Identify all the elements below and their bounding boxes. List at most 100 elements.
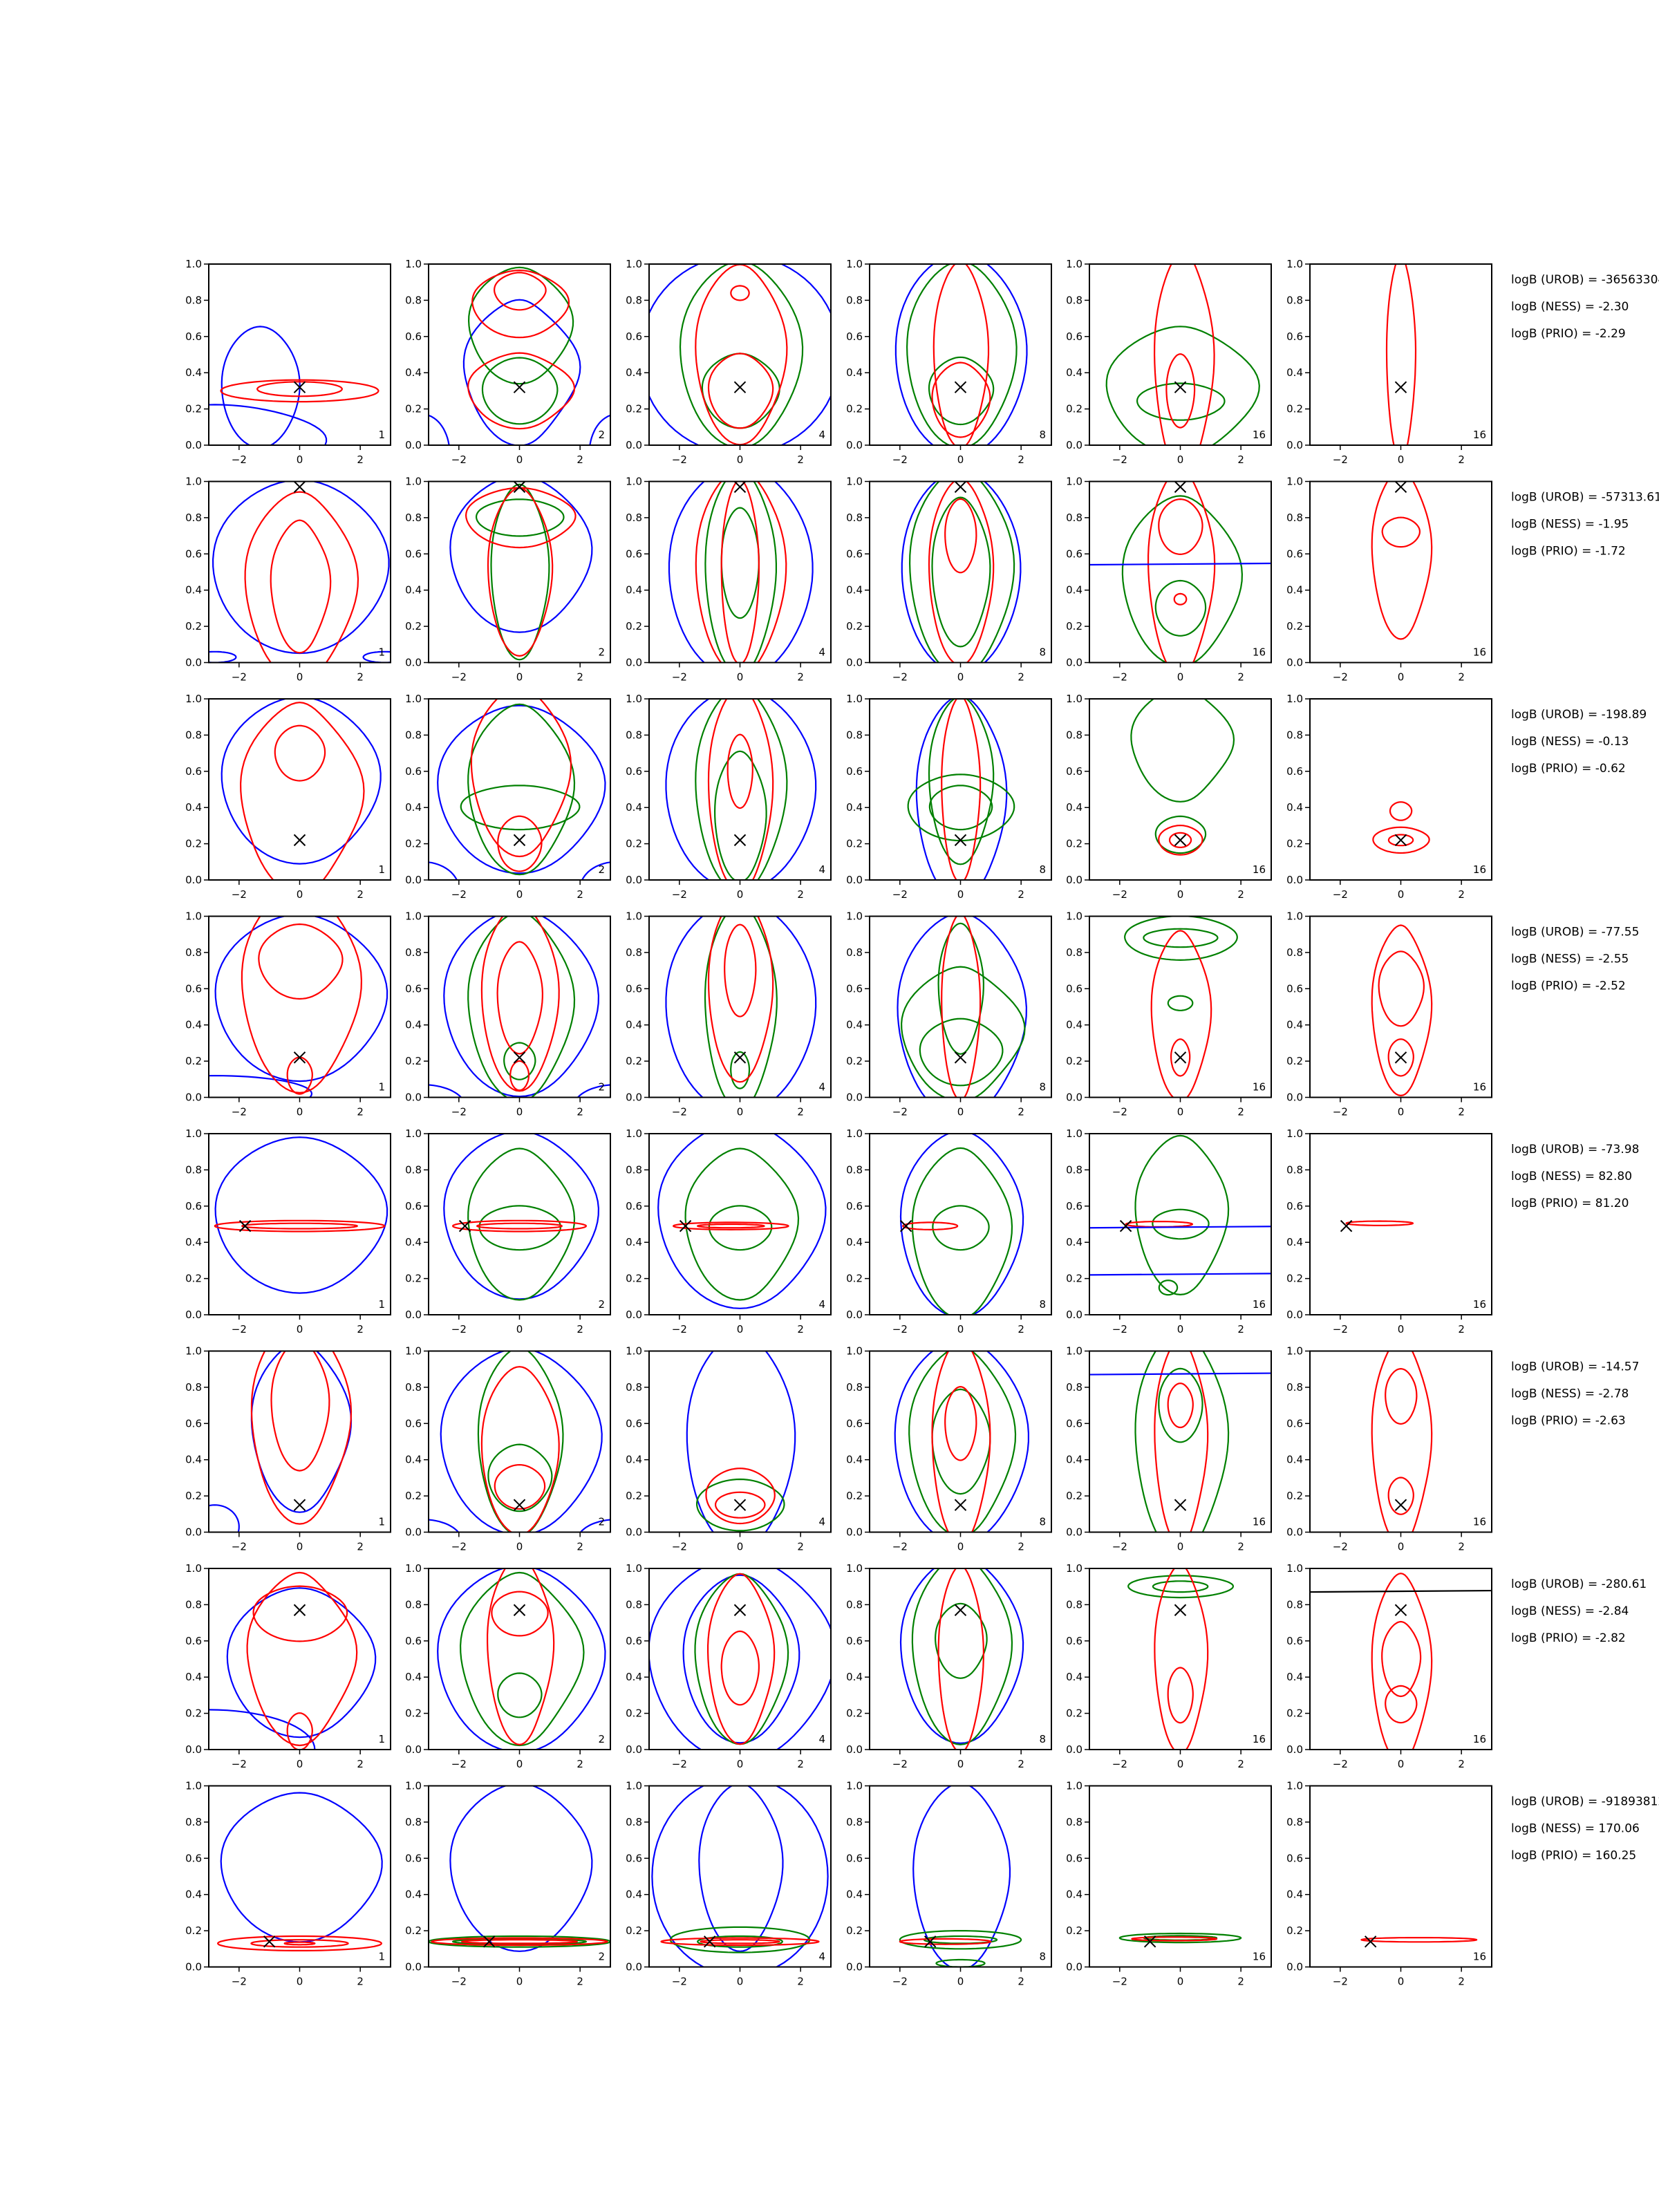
panel-corner-label: 1 <box>378 429 385 441</box>
green-contour-1 <box>1127 1575 1234 1599</box>
panel-frame <box>869 1350 1052 1533</box>
y-tick-label: 1.0 <box>405 693 422 705</box>
red-contour-3 <box>1387 834 1414 847</box>
red-contour-2 <box>1378 950 1425 1027</box>
y-tick-label: 0.6 <box>185 765 202 778</box>
y-tick-label: 0.0 <box>1066 657 1082 669</box>
x-tick-label: 0 <box>1177 1758 1184 1770</box>
y-tick-label: 0.0 <box>846 1961 863 1974</box>
blue-contour-2 <box>698 1785 784 1952</box>
red-contour-4 <box>707 916 774 1083</box>
y-tick-label: 0.2 <box>626 1707 642 1720</box>
y-tick-label: 0.2 <box>1066 838 1082 850</box>
y-tick-label: 0.0 <box>185 1309 202 1321</box>
plot-area <box>1105 264 1260 445</box>
plot-area <box>1360 1936 1478 1948</box>
y-tick-label: 0.4 <box>846 366 863 379</box>
plot-area <box>209 481 391 663</box>
x-tick-label: −2 <box>1112 453 1127 466</box>
y-tick-label: 0.6 <box>846 1635 863 1647</box>
x-tick-label: −2 <box>451 1323 467 1335</box>
x-tick-label: 0 <box>1398 888 1405 901</box>
true-value-marker <box>733 1604 747 1616</box>
y-tick-label: 0.4 <box>185 584 202 597</box>
x-tick-label: 2 <box>797 1106 804 1118</box>
y-tick-label: 0.6 <box>1066 547 1082 560</box>
x-tick-label: 2 <box>1237 888 1244 901</box>
plot-area <box>899 1568 1024 1750</box>
plot-area <box>1310 1573 1492 1750</box>
red-contour-1 <box>1385 264 1417 445</box>
panel-corner-label: 4 <box>818 1081 825 1094</box>
y-tick-label: 0.6 <box>185 330 202 343</box>
red-contour-5 <box>941 699 982 880</box>
panel-r6-c3: −2 0 2 0.0 0.2 0.4 0.6 0.8 1.0 4 <box>626 1345 832 1553</box>
true-value-marker <box>954 834 967 847</box>
green-contour-2 <box>911 1147 1013 1315</box>
red-contour-7 <box>496 941 543 1055</box>
x-tick-label: 2 <box>1018 1976 1024 1988</box>
y-tick-label: 0.4 <box>1066 366 1082 379</box>
red-contour-2 <box>214 1219 386 1232</box>
x-tick-label: 0 <box>516 1323 523 1335</box>
x-tick-label: 0 <box>516 888 523 901</box>
red-contour-4 <box>928 481 995 663</box>
green-contour-3 <box>694 1573 789 1745</box>
y-tick-label: 0.4 <box>185 1019 202 1031</box>
y-tick-label: 0.2 <box>1286 1055 1303 1067</box>
x-tick-label: 2 <box>1458 1976 1465 1988</box>
x-tick-label: −2 <box>892 1323 908 1335</box>
x-tick-label: −2 <box>1112 888 1127 901</box>
panel-corner-label: 16 <box>1253 1081 1266 1094</box>
panel-frame <box>428 263 611 446</box>
y-tick-label: 1.0 <box>1066 1780 1082 1792</box>
y-tick-label: 0.8 <box>626 512 642 524</box>
red-contour-5 <box>270 519 332 654</box>
green-contour-2 <box>907 774 1015 842</box>
panel-corner-label: 16 <box>1473 429 1486 441</box>
y-tick-label: 0.2 <box>185 1707 202 1720</box>
y-tick-label: 1.0 <box>846 1780 863 1792</box>
green-contour-3 <box>730 1051 751 1089</box>
green-contour-5 <box>481 357 559 425</box>
logb-annotations-r2: logB (UROB) = -57313.61 logB (NESS) = -1.… <box>1511 491 1659 559</box>
y-tick-label: 0.4 <box>846 1454 863 1466</box>
x-tick-label: 2 <box>577 1323 583 1335</box>
true-value-marker <box>293 1499 306 1511</box>
plot-area <box>443 1134 599 1301</box>
y-tick-label: 0.0 <box>185 1091 202 1104</box>
y-tick-label: 0.4 <box>626 1236 642 1248</box>
y-tick-label: 1.0 <box>185 258 202 270</box>
panel-corner-label: 2 <box>598 646 605 659</box>
panel-frame <box>1309 698 1492 881</box>
panel-r3-c6: −2 0 2 0.0 0.2 0.4 0.6 0.8 1.0 16 <box>1286 693 1492 901</box>
y-tick-label: 1.0 <box>1066 1345 1082 1358</box>
panel-r3-c3: −2 0 2 0.0 0.2 0.4 0.6 0.8 1.0 4 <box>626 693 832 901</box>
x-tick-label: 0 <box>1177 1976 1184 1988</box>
blue-line <box>1089 1372 1271 1376</box>
y-tick-label: 0.6 <box>405 330 422 343</box>
blue-contour-1 <box>212 481 390 655</box>
x-tick-label: 0 <box>737 1758 744 1770</box>
y-tick-label: 0.0 <box>1286 1961 1303 1974</box>
true-value-marker <box>954 1604 967 1616</box>
x-tick-label: −2 <box>892 1106 908 1118</box>
panel-corner-label: 16 <box>1253 863 1266 876</box>
y-tick-label: 0.0 <box>1286 657 1303 669</box>
y-tick-label: 0.4 <box>185 801 202 814</box>
y-tick-label: 0.4 <box>1286 584 1303 597</box>
y-tick-label: 0.2 <box>1286 1707 1303 1720</box>
y-tick-label: 0.2 <box>1286 403 1303 415</box>
red-contour-5 <box>720 481 760 663</box>
true-value-marker <box>733 1051 747 1064</box>
panel-corner-label: 2 <box>598 1951 605 1963</box>
plot-area <box>209 1351 353 1533</box>
blue-line <box>1089 1226 1271 1229</box>
logb-line: logB (NESS) = -2.84 <box>1511 1604 1629 1618</box>
plot-area <box>897 916 1027 1098</box>
panel-r5-c2: −2 0 2 0.0 0.2 0.4 0.6 0.8 1.0 2 <box>405 1127 611 1335</box>
logb-annotations-r4: logB (UROB) = -77.55 logB (NESS) = -2.55 l… <box>1511 926 1639 993</box>
x-tick-label: 0 <box>297 671 303 684</box>
y-tick-label: 0.0 <box>1286 1309 1303 1321</box>
y-tick-label: 1.0 <box>1286 1127 1303 1140</box>
